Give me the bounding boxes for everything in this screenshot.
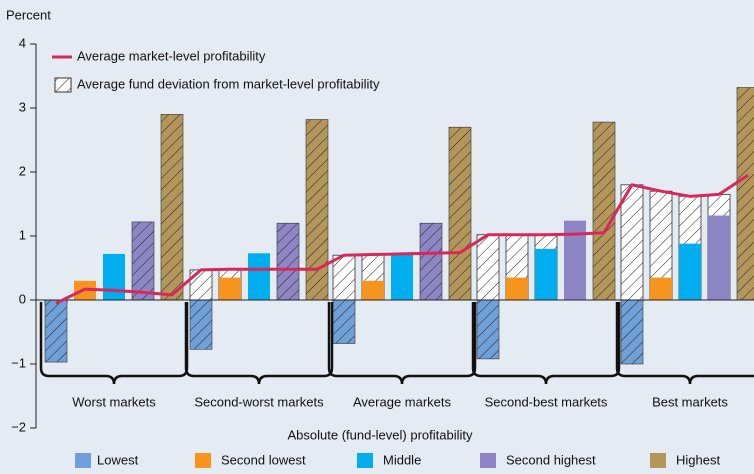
legend-swatch [54,77,72,93]
x-tick-label: Second-best markets [485,394,608,409]
deviation-box [332,254,356,301]
group-brace [615,302,754,385]
bar [391,253,413,300]
bar [535,248,557,300]
legend-swatch [75,453,91,468]
legend-label: Middle [383,452,421,467]
bar [44,299,68,363]
legend-label: Highest [676,452,720,467]
bar [103,253,125,300]
group-brace [471,302,621,385]
y-tick-label: −1 [11,355,26,370]
x-axis-title: Absolute (fund-level) profitability [288,427,473,442]
y-tick-label: 2 [19,163,26,178]
deviation-box [189,269,213,301]
legend-label: Lowest [97,452,139,467]
legend-label: Second highest [506,452,596,467]
deviation-box [620,184,644,301]
y-tick-label: 1 [19,227,26,242]
bar [506,277,528,300]
bar [362,280,384,300]
y-axis-title: Percent [6,7,51,22]
bar [736,87,754,301]
bar [332,299,356,344]
x-tick-label: Average markets [353,394,452,409]
bar [650,277,672,300]
legend-label: Average fund deviation from market-level… [77,76,380,91]
group-brace [327,302,477,385]
x-tick-label: Second-worst markets [194,394,324,409]
legend-label: Second lowest [221,452,306,467]
bar [276,222,300,301]
legend-swatch [650,453,666,468]
bar [248,253,270,300]
y-tick-label: −2 [11,419,26,434]
legend-swatch [357,453,373,468]
bar [476,299,500,360]
legend-label: Average market-level profitability [77,48,266,63]
group-brace [39,302,189,385]
bar [679,243,701,300]
bar [305,119,329,301]
bar [419,222,443,301]
bar [620,299,644,365]
y-tick-label: 3 [19,99,26,114]
group-brace [184,302,334,385]
market-line [55,173,749,305]
bar [448,126,472,301]
y-tick-label: 4 [19,35,26,50]
bar [131,221,155,301]
bar [592,121,616,301]
x-tick-label: Best markets [652,394,728,409]
legend-swatch [480,453,496,468]
y-tick-label: 0 [19,291,26,306]
deviation-box [476,234,500,301]
x-tick-label: Worst markets [72,394,156,409]
legend-swatch [195,453,211,468]
bar [189,299,213,350]
bar [219,277,241,300]
bar [160,114,184,301]
bar [564,220,586,300]
bar [708,215,730,300]
